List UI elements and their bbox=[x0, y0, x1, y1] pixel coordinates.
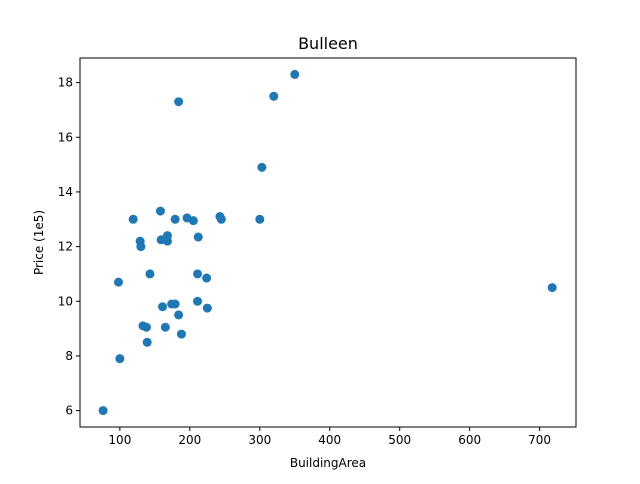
data-point bbox=[141, 322, 151, 332]
x-tick-label: 500 bbox=[388, 433, 411, 447]
data-point bbox=[202, 273, 212, 283]
data-point bbox=[162, 231, 172, 241]
data-point bbox=[170, 299, 180, 309]
data-point bbox=[202, 303, 212, 313]
plot-frame bbox=[79, 57, 577, 428]
data-point bbox=[142, 337, 152, 347]
data-point bbox=[257, 162, 267, 172]
data-point bbox=[547, 283, 557, 293]
data-point bbox=[128, 214, 138, 224]
y-tick-label: 18 bbox=[58, 76, 73, 90]
y-tick-label: 8 bbox=[65, 349, 73, 363]
data-point bbox=[160, 322, 170, 332]
data-point bbox=[193, 296, 203, 306]
data-point bbox=[170, 214, 180, 224]
data-point bbox=[174, 97, 184, 107]
chart-title: Bulleen bbox=[298, 34, 358, 53]
data-point bbox=[269, 91, 279, 101]
y-tick-label: 14 bbox=[58, 185, 73, 199]
data-point bbox=[290, 69, 300, 79]
data-point bbox=[113, 277, 123, 287]
y-tick-label: 6 bbox=[65, 404, 73, 418]
x-axis-ticks: 100 200 300 400 500 600 700 bbox=[108, 427, 551, 447]
data-point bbox=[216, 214, 226, 224]
data-point bbox=[145, 269, 155, 279]
data-point bbox=[255, 214, 265, 224]
y-axis-label: Price (1e5) bbox=[32, 210, 46, 275]
y-tick-label: 16 bbox=[58, 130, 73, 144]
x-tick-label: 400 bbox=[318, 433, 341, 447]
data-point bbox=[188, 216, 198, 226]
data-point bbox=[193, 232, 203, 242]
data-point bbox=[174, 310, 184, 320]
data-point bbox=[176, 329, 186, 339]
y-tick-label: 10 bbox=[58, 294, 73, 308]
data-point bbox=[115, 354, 125, 364]
data-point bbox=[136, 242, 146, 252]
data-points bbox=[98, 69, 557, 416]
data-point bbox=[98, 406, 108, 416]
data-point bbox=[155, 206, 165, 216]
y-axis-ticks: 6 8 10 12 14 16 18 bbox=[58, 76, 80, 418]
x-tick-label: 700 bbox=[528, 433, 551, 447]
x-tick-label: 100 bbox=[108, 433, 131, 447]
x-tick-label: 300 bbox=[248, 433, 271, 447]
data-point bbox=[158, 302, 168, 312]
x-axis-label: BuildingArea bbox=[290, 456, 366, 470]
y-tick-label: 12 bbox=[58, 240, 73, 254]
x-tick-label: 600 bbox=[458, 433, 481, 447]
x-tick-label: 200 bbox=[178, 433, 201, 447]
data-point bbox=[193, 269, 203, 279]
